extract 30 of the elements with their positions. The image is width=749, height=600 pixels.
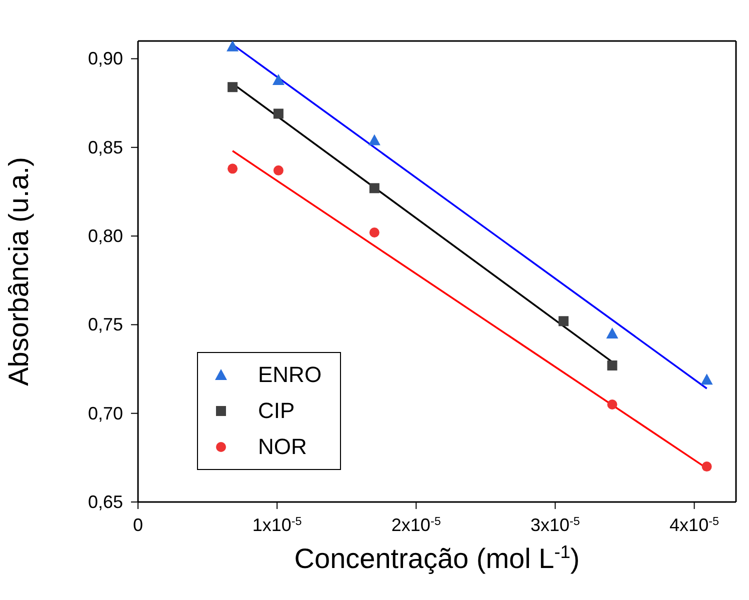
point bbox=[368, 134, 380, 146]
x-tick-label: 1x10$^{-5}$ bbox=[252, 514, 302, 535]
point bbox=[273, 108, 284, 119]
point bbox=[369, 227, 380, 238]
point bbox=[606, 328, 618, 339]
y-tick-label: 0,90 bbox=[88, 48, 123, 69]
point bbox=[558, 316, 569, 326]
point bbox=[702, 462, 712, 472]
point bbox=[369, 183, 380, 194]
y-tick-label: 0,70 bbox=[88, 403, 123, 424]
point bbox=[607, 360, 618, 370]
y-tick-label: 0,65 bbox=[88, 492, 123, 512]
point bbox=[272, 74, 284, 86]
point bbox=[228, 82, 238, 92]
y-tick-label: 0,80 bbox=[88, 226, 123, 246]
point bbox=[700, 374, 713, 385]
x-tick-label: 3x10$^{-5}$ bbox=[530, 514, 580, 535]
point bbox=[607, 399, 618, 410]
x-tick-label: 2x10$^{-5}$ bbox=[391, 514, 442, 535]
legend-label: NOR bbox=[258, 434, 307, 460]
legend-label: ENRO bbox=[258, 362, 322, 388]
point bbox=[228, 164, 238, 174]
y-tick-label: 0,85 bbox=[88, 137, 123, 158]
x-axis-title: Concentração (mol L$^{-1}$) bbox=[294, 542, 580, 574]
y-tick-label: 0,75 bbox=[88, 314, 123, 335]
legend-label: CIP bbox=[258, 398, 295, 424]
point bbox=[273, 165, 284, 176]
x-tick-label: 0 bbox=[132, 515, 144, 535]
x-tick-label: 4x10$^{-5}$ bbox=[670, 514, 720, 535]
point bbox=[226, 41, 239, 52]
